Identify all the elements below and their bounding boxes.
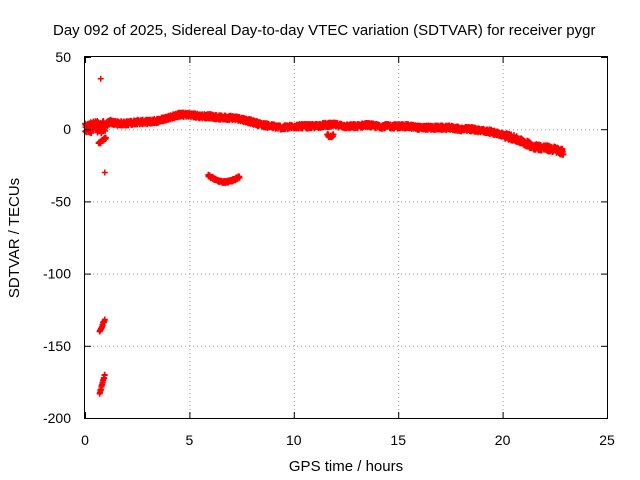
data-point: [236, 174, 243, 181]
y-axis-title: SDTVAR / TECUs: [6, 178, 23, 298]
y-tick-label: 50: [55, 49, 71, 65]
x-tick-label: 0: [81, 432, 89, 448]
y-tick-label: 0: [63, 121, 71, 137]
data-point: [97, 75, 104, 82]
x-tick-label: 25: [599, 432, 615, 448]
grid: [85, 57, 607, 418]
chart-title: Day 092 of 2025, Sidereal Day-to-day VTE…: [53, 22, 595, 39]
data-point: [101, 371, 108, 378]
y-tick-label: -100: [43, 266, 71, 282]
y-tick-label: -50: [51, 193, 71, 209]
x-tick-label: 20: [495, 432, 511, 448]
data-point: [101, 316, 108, 323]
x-tick-label: 15: [390, 432, 406, 448]
data-point: [101, 169, 108, 176]
x-axis-title: GPS time / hours: [289, 458, 403, 475]
y-tick-label: -150: [43, 338, 71, 354]
plot-frame: [84, 56, 608, 419]
data-point: [560, 151, 567, 158]
x-tick-label: 5: [186, 432, 194, 448]
y-tick-label: -200: [43, 410, 71, 426]
data-point: [330, 131, 337, 138]
data-point: [102, 134, 109, 141]
axis-ticks: 0 5 10 15 20 25 50 0 -50 -100 -150 -200: [43, 49, 615, 448]
x-tick-label: 10: [286, 432, 302, 448]
data-points: [82, 75, 567, 397]
